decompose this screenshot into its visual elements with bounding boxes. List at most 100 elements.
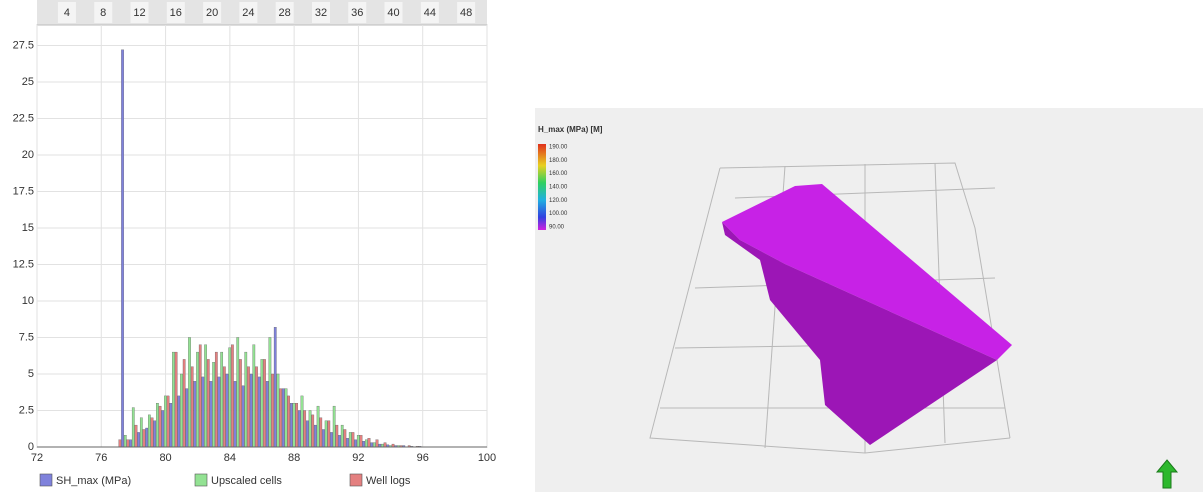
bar [330, 432, 333, 448]
legend-swatch [194, 473, 208, 487]
bar [233, 381, 237, 448]
top-tick-band [348, 2, 367, 23]
top-tick-band [203, 2, 222, 23]
bar [212, 362, 215, 448]
top-tick-band [239, 2, 258, 23]
bar [314, 424, 317, 448]
view-title: H_max (MPa) [M] [538, 125, 603, 134]
bar [193, 381, 197, 448]
bar [324, 420, 328, 448]
y-tick-label: 12.5 [13, 258, 34, 270]
colorbar-label: 180.00 [549, 158, 568, 164]
bar [198, 344, 202, 448]
colorbar-label: 90.00 [549, 225, 565, 231]
bar [316, 405, 320, 448]
y-tick-label: 7.5 [19, 331, 34, 343]
bar [295, 403, 299, 448]
bar [367, 438, 371, 448]
orientation-arrow [1155, 459, 1179, 489]
bar [185, 388, 189, 448]
bar [129, 439, 132, 448]
bar [292, 403, 296, 448]
bar [300, 395, 304, 448]
bar [180, 373, 183, 448]
bar [271, 373, 274, 448]
bar [123, 435, 127, 448]
y-tick-label: 5 [28, 368, 34, 380]
top-tick-label: 44 [424, 7, 436, 19]
top-tick-label: 28 [279, 7, 291, 19]
bar [182, 359, 186, 448]
y-tick-label: 0 [28, 441, 34, 453]
top-tick-label: 36 [351, 7, 363, 19]
surface-side [722, 222, 997, 445]
bar [206, 359, 210, 448]
bar [228, 347, 232, 448]
bar [158, 405, 162, 448]
bar [196, 351, 199, 448]
bar [252, 344, 256, 448]
bar [281, 388, 285, 448]
bar [263, 359, 266, 448]
bar [177, 395, 181, 448]
bar [364, 439, 368, 448]
x-tick-label: 92 [352, 452, 364, 464]
bar [273, 327, 277, 448]
bar [265, 381, 269, 448]
colorbar-label: 100.00 [549, 211, 568, 217]
bar [161, 410, 165, 448]
bar [303, 410, 307, 448]
bar [153, 420, 157, 448]
bar [190, 366, 194, 448]
bar [287, 395, 290, 448]
bar [319, 417, 323, 448]
top-tick-label: 24 [242, 7, 254, 19]
x-tick-label: 72 [31, 452, 43, 464]
bar [351, 432, 355, 448]
legend-label: Well logs [366, 475, 411, 487]
bar [298, 410, 301, 448]
y-tick-label: 15 [22, 222, 34, 234]
bar [249, 373, 253, 448]
y-tick-label: 27.5 [13, 39, 34, 51]
y-tick-label: 10 [22, 295, 34, 307]
bar [375, 439, 379, 448]
y-tick-label: 22.5 [13, 112, 34, 124]
legend-swatch [349, 473, 363, 487]
top-tick-band [275, 2, 294, 23]
top-tick-label: 12 [133, 7, 145, 19]
y-tick-label: 2.5 [19, 404, 34, 416]
bar [348, 432, 352, 448]
bar [223, 366, 226, 448]
bar [169, 403, 173, 448]
bar [279, 388, 282, 448]
colorbar [538, 144, 546, 230]
top-tick-label: 40 [387, 7, 399, 19]
bar [118, 439, 122, 448]
colorbar-label: 160.00 [549, 171, 568, 177]
bar [335, 424, 339, 448]
bar [137, 432, 140, 448]
bar [343, 429, 347, 448]
bar [257, 376, 261, 448]
top-tick-band [130, 2, 149, 23]
bar [354, 439, 357, 448]
bar [156, 403, 159, 448]
bar [201, 376, 205, 448]
bar [346, 438, 349, 448]
bar [340, 424, 344, 448]
bar [362, 441, 365, 448]
top-tick-band [57, 2, 76, 23]
bar [217, 376, 221, 448]
bar [239, 359, 242, 448]
bar [148, 414, 151, 448]
bar [236, 337, 240, 448]
bar [214, 351, 218, 448]
bar [209, 381, 213, 448]
bar [244, 351, 248, 448]
bar [225, 373, 229, 448]
colorbar-label: 120.00 [549, 198, 568, 204]
y-tick-label: 17.5 [13, 185, 34, 197]
